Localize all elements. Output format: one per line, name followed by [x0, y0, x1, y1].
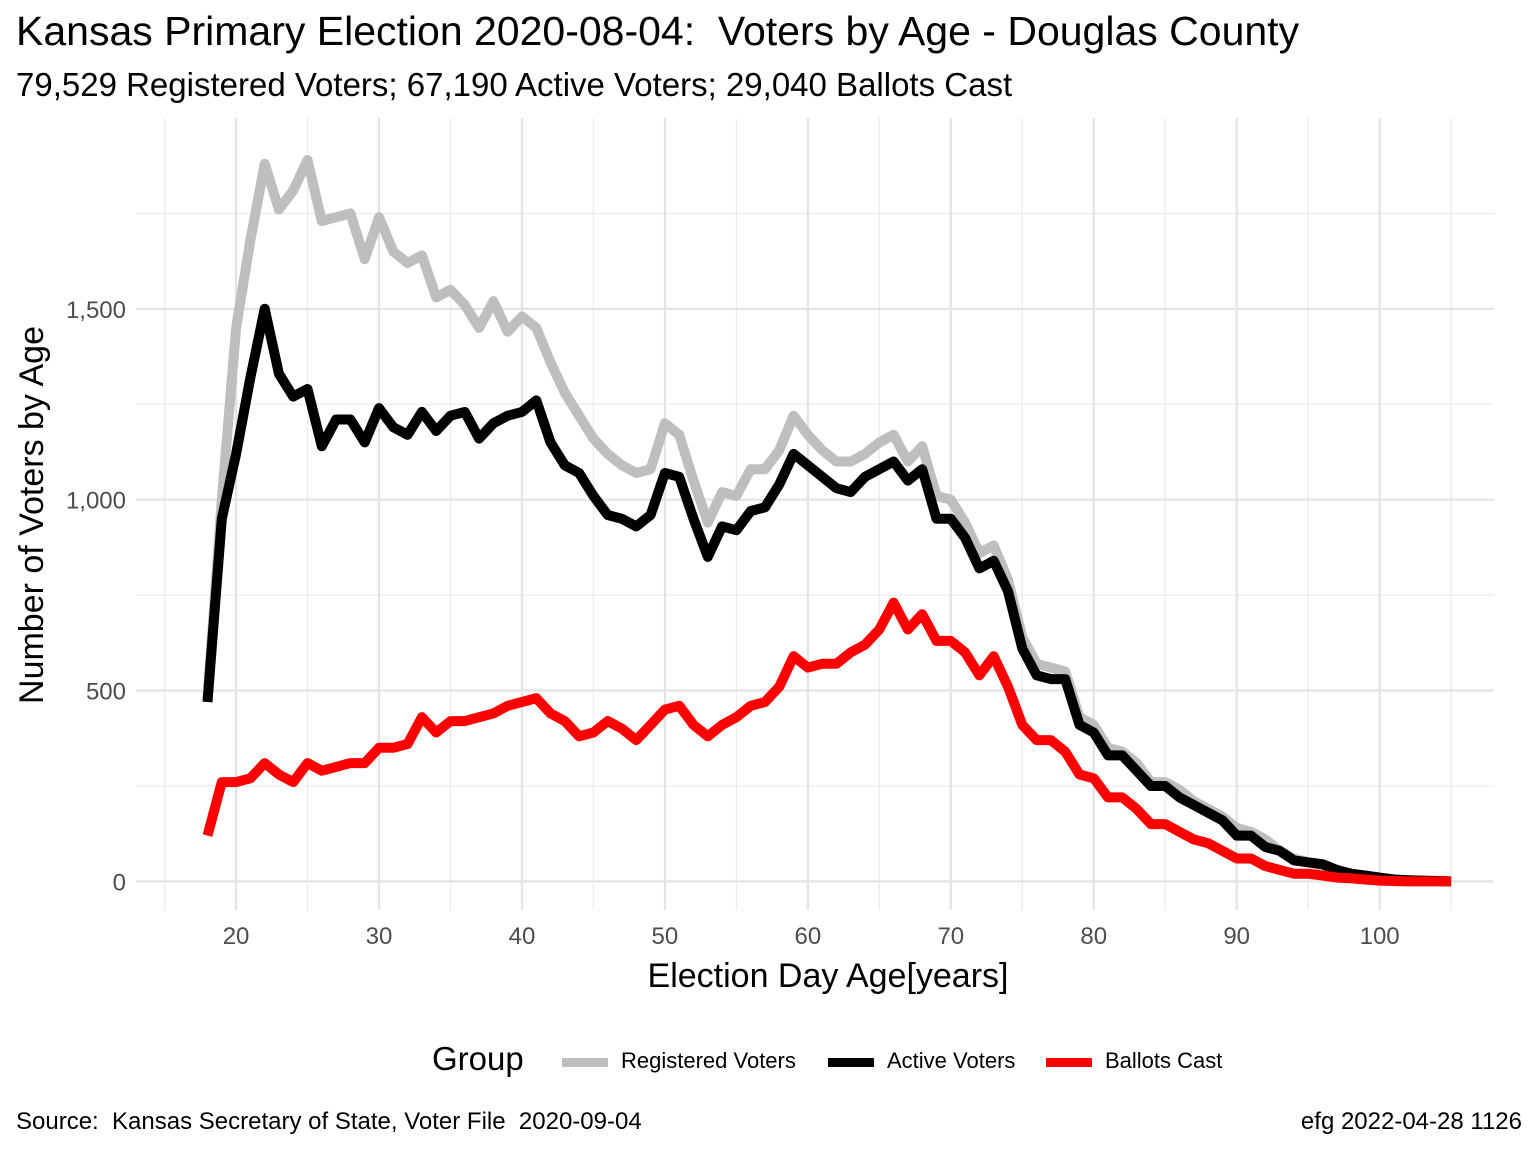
- x-tick-label: 30: [366, 923, 393, 950]
- x-tick-label: 60: [795, 923, 822, 950]
- chart-title: Kansas Primary Election 2020-08-04: Vote…: [16, 8, 1300, 54]
- y-tick-label: 1,500: [66, 297, 126, 324]
- x-axis-label: Election Day Age[years]: [648, 957, 1009, 995]
- ballots-cast-line: [202, 597, 1452, 887]
- legend-key-active: [828, 1058, 874, 1067]
- chart-subtitle: 79,529 Registered Voters; 67,190 Active …: [16, 66, 1013, 103]
- legend-key-registered: [562, 1058, 608, 1067]
- x-tick-label: 50: [652, 923, 679, 950]
- y-tick-label: 0: [113, 869, 126, 896]
- y-axis-ticks: 0 500 1,000 1,500: [66, 297, 126, 897]
- x-tick-label: 80: [1080, 923, 1107, 950]
- x-axis-ticks: 20 30 40 50 60 70 80 90 100: [223, 923, 1400, 950]
- legend: Group Registered Voters Active Voters Ba…: [0, 1036, 1536, 1096]
- source-caption: Source: Kansas Secretary of State, Voter…: [16, 1108, 642, 1135]
- legend-title: Group: [432, 1040, 524, 1077]
- x-tick-label: 100: [1360, 923, 1400, 950]
- legend-label-active: Active Voters: [887, 1048, 1016, 1073]
- author-caption: efg 2022-04-28 1126: [1300, 1108, 1522, 1135]
- y-axis-label: Number of Voters by Age: [13, 326, 51, 704]
- series-lines: [202, 155, 1452, 887]
- active-voters-line: [202, 303, 1452, 887]
- y-tick-label: 500: [86, 679, 126, 706]
- x-tick-label: 90: [1223, 923, 1250, 950]
- major-gridlines: [136, 118, 1494, 910]
- x-tick-label: 40: [509, 923, 536, 950]
- x-tick-label: 70: [937, 923, 964, 950]
- registered-voters-line: [202, 155, 1452, 887]
- minor-gridlines: [136, 118, 1494, 910]
- x-tick-label: 20: [223, 923, 250, 950]
- legend-key-ballots: [1046, 1058, 1092, 1067]
- legend-label-ballots: Ballots Cast: [1105, 1048, 1223, 1073]
- legend-label-registered: Registered Voters: [621, 1048, 796, 1073]
- y-tick-label: 1,000: [66, 488, 126, 515]
